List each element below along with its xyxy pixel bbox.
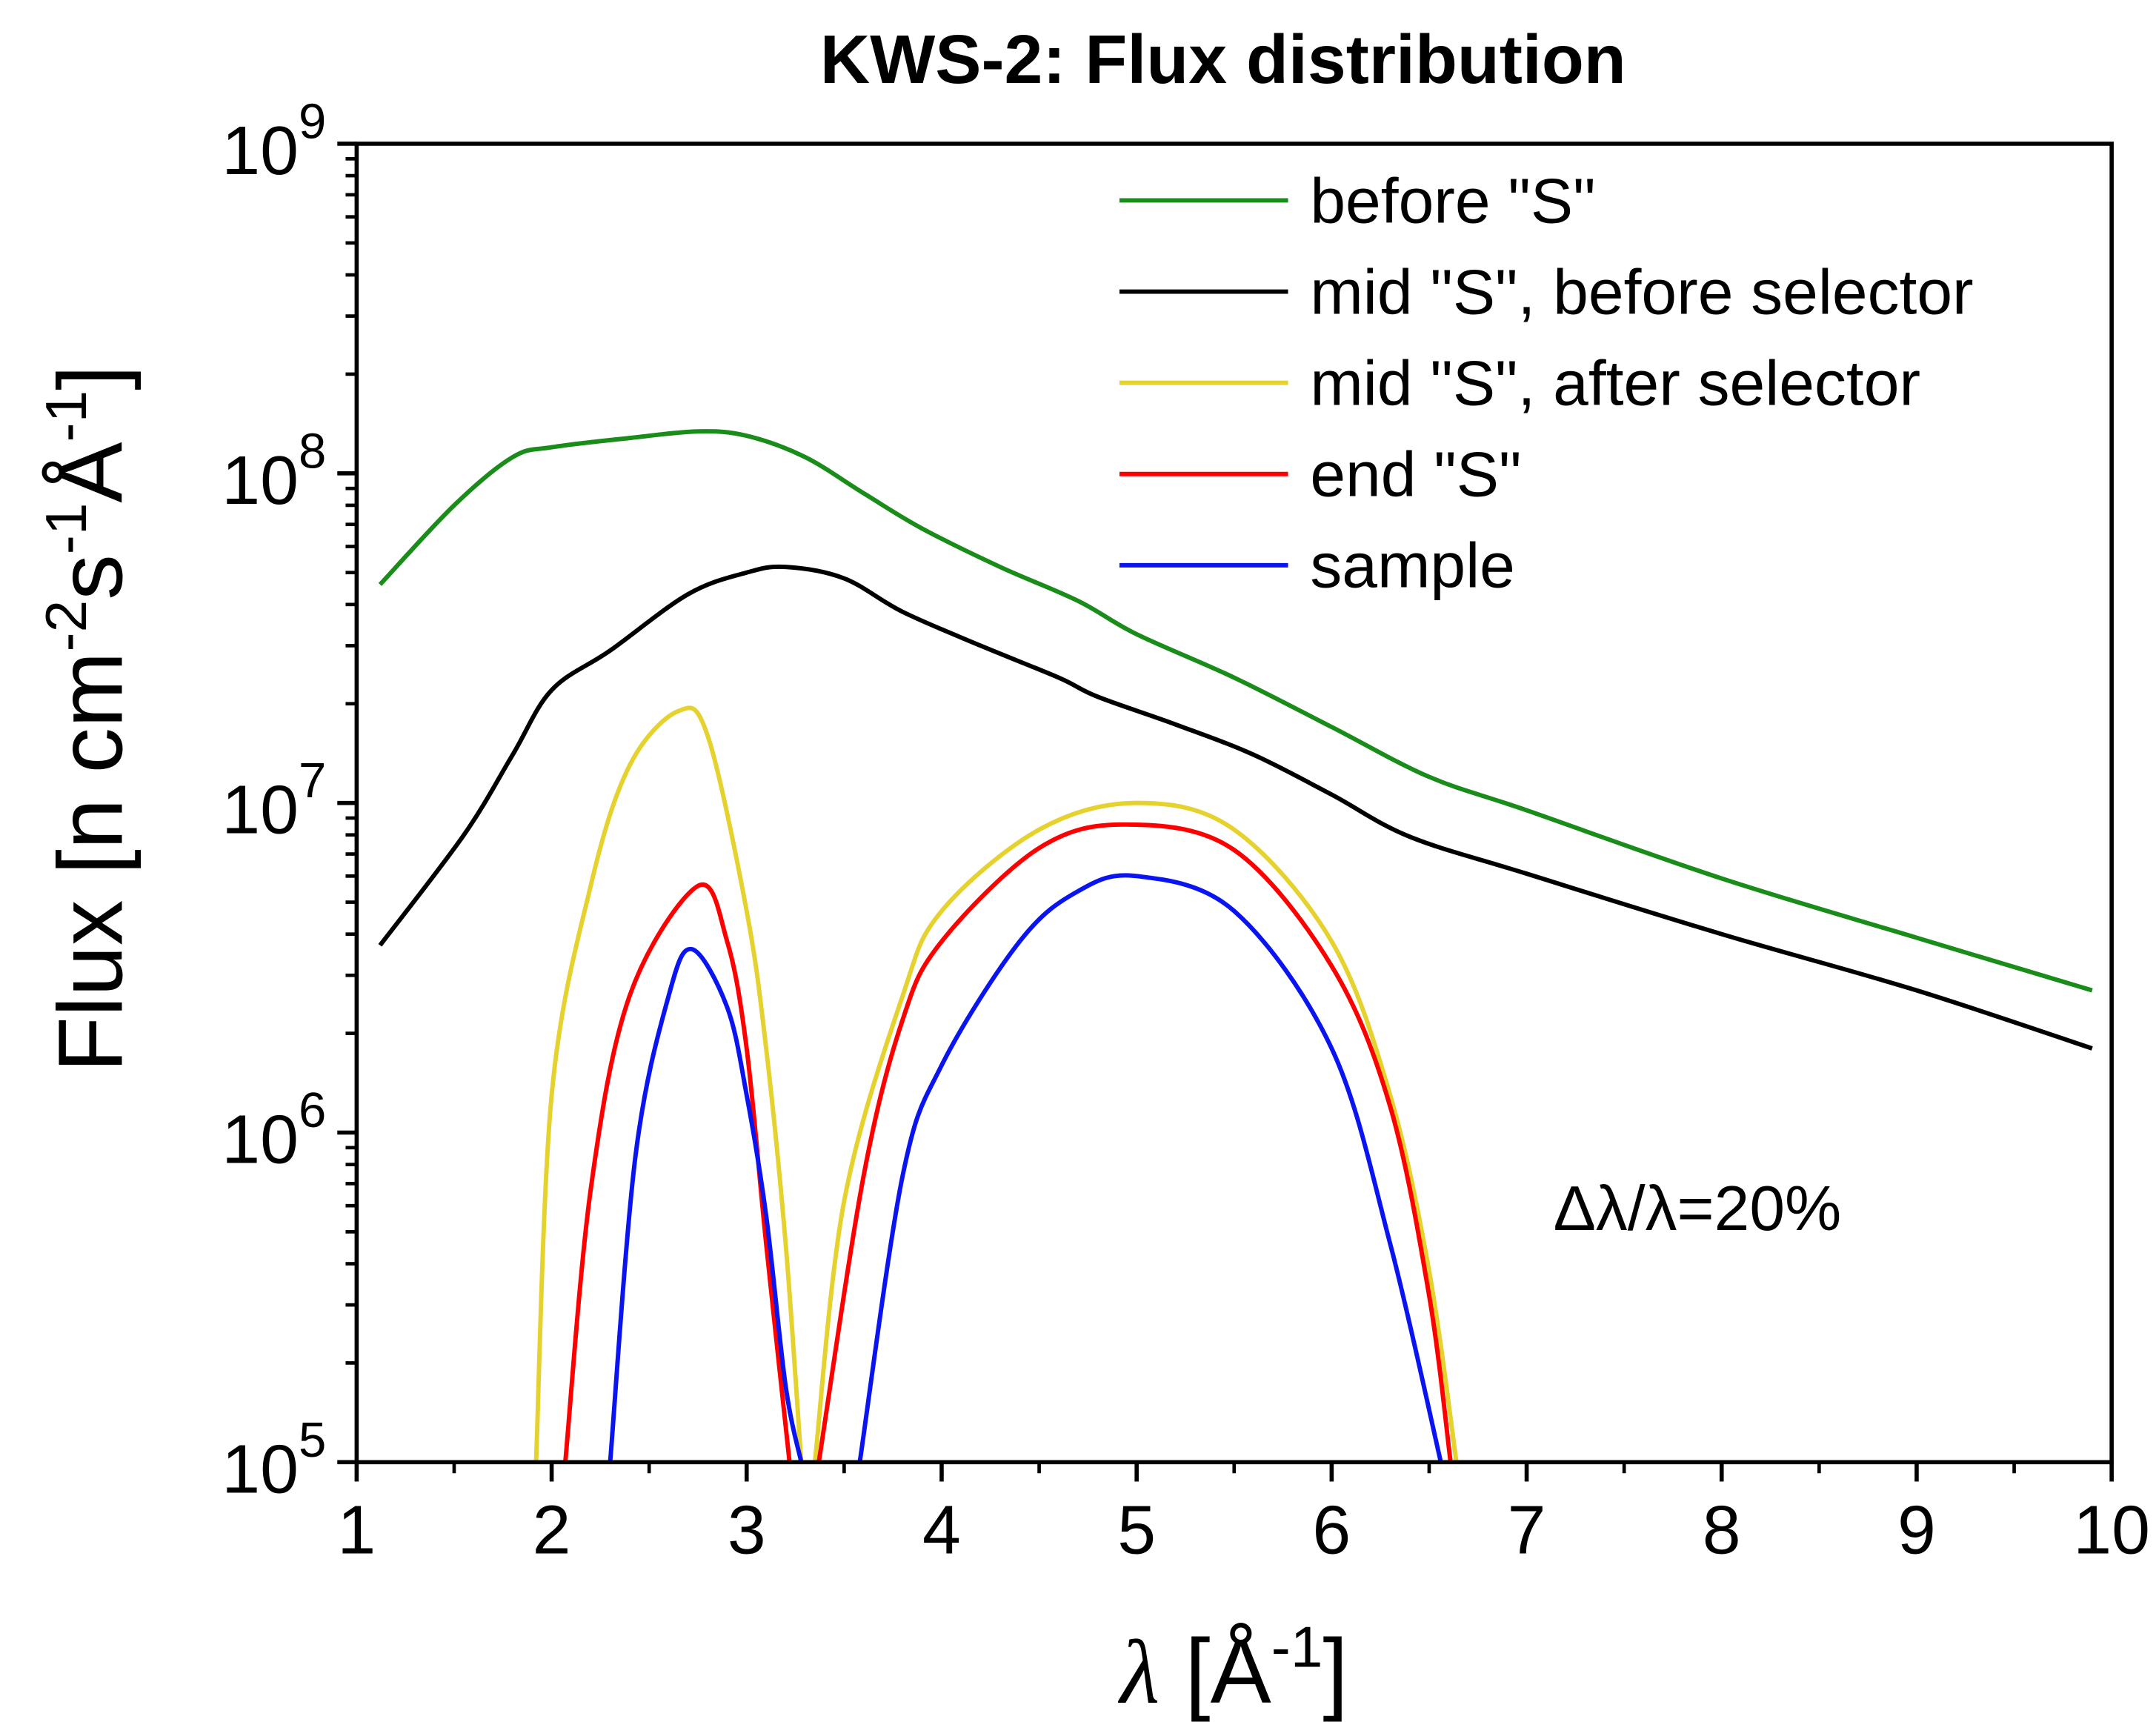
y-tick-label: 109 xyxy=(222,94,326,189)
legend-label-0: before "S" xyxy=(1310,165,1595,236)
series-line-3-segment-0 xyxy=(563,882,792,1463)
legend-label-2: mid "S", after selector xyxy=(1310,348,1920,419)
y-tick-label: 107 xyxy=(222,753,326,848)
chart-title: KWS-2: Flux distribution xyxy=(820,21,1626,98)
plot-frame xyxy=(354,142,2114,1465)
y-tick-label: 108 xyxy=(222,423,326,518)
x-axis-label: λ [Å-1] xyxy=(1118,1614,1348,1722)
series-line-2-segment-1 xyxy=(812,800,1459,1463)
series-line-3-segment-1 xyxy=(816,822,1453,1463)
x-tick-label: 9 xyxy=(1897,1491,1936,1568)
x-tick-label: 3 xyxy=(728,1491,766,1568)
legend-label-4: sample xyxy=(1310,531,1515,602)
x-tick-label: 4 xyxy=(922,1491,961,1568)
y-tick-label: 106 xyxy=(222,1083,326,1177)
series-line-1-segment-0 xyxy=(378,564,2093,1051)
series-line-0-segment-0 xyxy=(378,429,2093,993)
legend-label-1: mid "S", before selector xyxy=(1310,256,1973,328)
x-tick-label: 7 xyxy=(1508,1491,1546,1568)
x-tick-label: 10 xyxy=(2073,1491,2150,1568)
legend-label-3: end "S" xyxy=(1310,439,1521,511)
annotation-resolution: Δλ/λ=20% xyxy=(1554,1173,1842,1244)
x-tick-label: 5 xyxy=(1117,1491,1156,1568)
axes: 1 2 3 4 5 6 7 8 9 10 105 106 107 108 109 xyxy=(222,94,2150,1569)
x-tick-label: 8 xyxy=(1703,1491,1741,1568)
series-line-4-segment-1 xyxy=(857,873,1443,1463)
y-axis-label: Flux [n cm-2s-1Å-1] xyxy=(33,365,142,1073)
x-tick-label: 2 xyxy=(533,1491,571,1568)
legend: before "S" mid "S", before selector mid "S… xyxy=(1119,165,1974,602)
series-line-4-segment-0 xyxy=(608,946,804,1463)
series-lines xyxy=(378,429,2093,1463)
x-tick-label: 1 xyxy=(337,1491,376,1568)
y-tick-label: 105 xyxy=(222,1412,326,1507)
x-tick-label: 6 xyxy=(1312,1491,1351,1568)
series-line-2-segment-0 xyxy=(533,705,804,1463)
